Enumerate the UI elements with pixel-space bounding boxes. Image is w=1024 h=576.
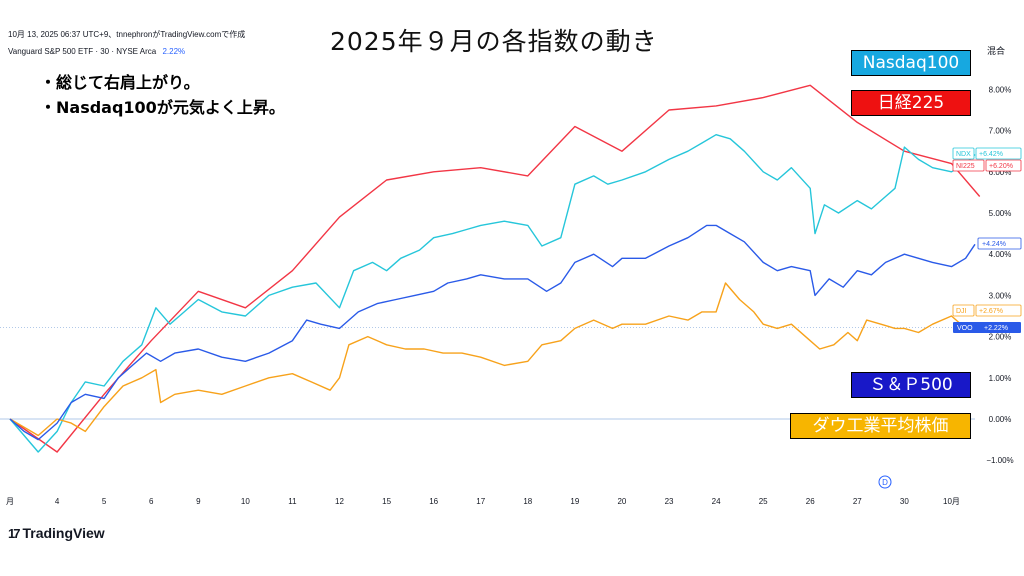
x-tick-label: 10 xyxy=(241,497,250,506)
badge-sp-change-value: +4.24% xyxy=(982,241,1006,248)
y-tick-label: 4.00% xyxy=(989,250,1012,259)
x-tick-label: 5 xyxy=(102,497,107,506)
y-tick-label: 0.00% xyxy=(989,415,1012,424)
y-tick-label: −1.00% xyxy=(986,456,1013,465)
badge-nikkei-value-box xyxy=(985,159,1022,172)
series-line-dow xyxy=(9,282,976,437)
x-tick-label: 10月 xyxy=(943,497,960,506)
tradingview-logo[interactable]: 17 TradingView xyxy=(8,525,105,541)
x-tick-label: 18 xyxy=(523,497,532,506)
x-tick-label: 23 xyxy=(665,497,674,506)
x-tick-label: 11 xyxy=(288,497,297,506)
y-tick-label: 8.00% xyxy=(989,85,1012,94)
legend-box-nikkei: 日経225 xyxy=(851,90,971,116)
legend-box-dow: ダウ工業平均株価 xyxy=(790,413,971,439)
y-tick-label: 6.00% xyxy=(989,168,1012,177)
y-tick-label: 1.00% xyxy=(989,374,1012,383)
x-tick-label: 17 xyxy=(476,497,485,506)
note-line-2: ・Nasdaq100が元気よく上昇。 xyxy=(40,98,285,117)
badge-voo-name: VOO xyxy=(957,325,973,332)
series-line-nikkei xyxy=(9,84,981,453)
badge-dow-value: +2.67% xyxy=(979,308,1003,315)
badge-sp-change xyxy=(977,237,1022,250)
x-tick-label: 24 xyxy=(712,497,721,506)
x-tick-label: 16 xyxy=(429,497,438,506)
badge-dow-value-box xyxy=(975,304,1022,317)
badge-nikkei-name: NI225 xyxy=(956,163,975,170)
y-tick-label: 2.00% xyxy=(989,333,1012,342)
x-tick-label: 19 xyxy=(570,497,579,506)
chart-title: 2025年９月の各指数の動き xyxy=(330,27,658,56)
legend-box-nasdaq: Nasdaq100 xyxy=(851,50,971,76)
badge-nasdaq-name: NDX xyxy=(956,151,971,158)
badge-dow-name-box xyxy=(952,304,975,317)
x-tick-label: 月 xyxy=(6,497,14,506)
x-tick-label: 4 xyxy=(55,497,60,506)
symbol-line: Vanguard S&P 500 ETF · 30 · NYSE Arca 2.… xyxy=(8,47,185,56)
x-tick-label: 27 xyxy=(853,497,862,506)
x-tick-label: 26 xyxy=(806,497,815,506)
x-tick-label: 12 xyxy=(335,497,344,506)
series-line-nasdaq xyxy=(9,133,976,453)
badge-nasdaq-value: +6.42% xyxy=(979,151,1003,158)
dividend-marker xyxy=(878,475,892,489)
badge-voo-value: +2.22% xyxy=(984,325,1008,332)
scale-mode-button[interactable]: 混合 xyxy=(987,46,1006,56)
x-tick-label: 15 xyxy=(382,497,391,506)
badge-dow-name: DJI xyxy=(956,308,967,315)
badge-voo xyxy=(953,322,1021,333)
series-line-sp500 xyxy=(9,224,976,441)
note-line-1: ・総じて右肩上がり。 xyxy=(40,73,200,92)
x-tick-label: 25 xyxy=(759,497,768,506)
badge-nasdaq-value-box xyxy=(975,147,1022,160)
y-tick-label: 5.00% xyxy=(989,209,1012,218)
x-tick-label: 6 xyxy=(149,497,154,506)
symbol-change: 2.22% xyxy=(162,47,186,56)
y-tick-label: 7.00% xyxy=(989,127,1012,136)
x-tick-label: 9 xyxy=(196,497,201,506)
notes-block: ・総じて右肩上がり。 ・Nasdaq100が元気よく上昇。 xyxy=(40,70,285,120)
y-tick-label: 3.00% xyxy=(989,291,1012,300)
dividend-marker-label: D xyxy=(882,478,888,487)
badge-nikkei-name-box xyxy=(952,159,985,172)
badge-nikkei-value: +6.20% xyxy=(989,163,1013,170)
x-tick-label: 20 xyxy=(617,497,626,506)
chart-info-line: 10月 13, 2025 06:37 UTC+9、tnnephronがTradi… xyxy=(8,30,246,39)
tradingview-brand: TradingView xyxy=(22,525,105,541)
tradingview-logo-icon: 17 xyxy=(8,526,21,541)
x-tick-label: 30 xyxy=(900,497,909,506)
badge-nasdaq-name-box xyxy=(952,147,975,160)
symbol-name: Vanguard S&P 500 ETF · 30 · NYSE Arca xyxy=(8,47,157,56)
legend-box-sp500: Ｓ＆Ｐ500 xyxy=(851,372,971,398)
